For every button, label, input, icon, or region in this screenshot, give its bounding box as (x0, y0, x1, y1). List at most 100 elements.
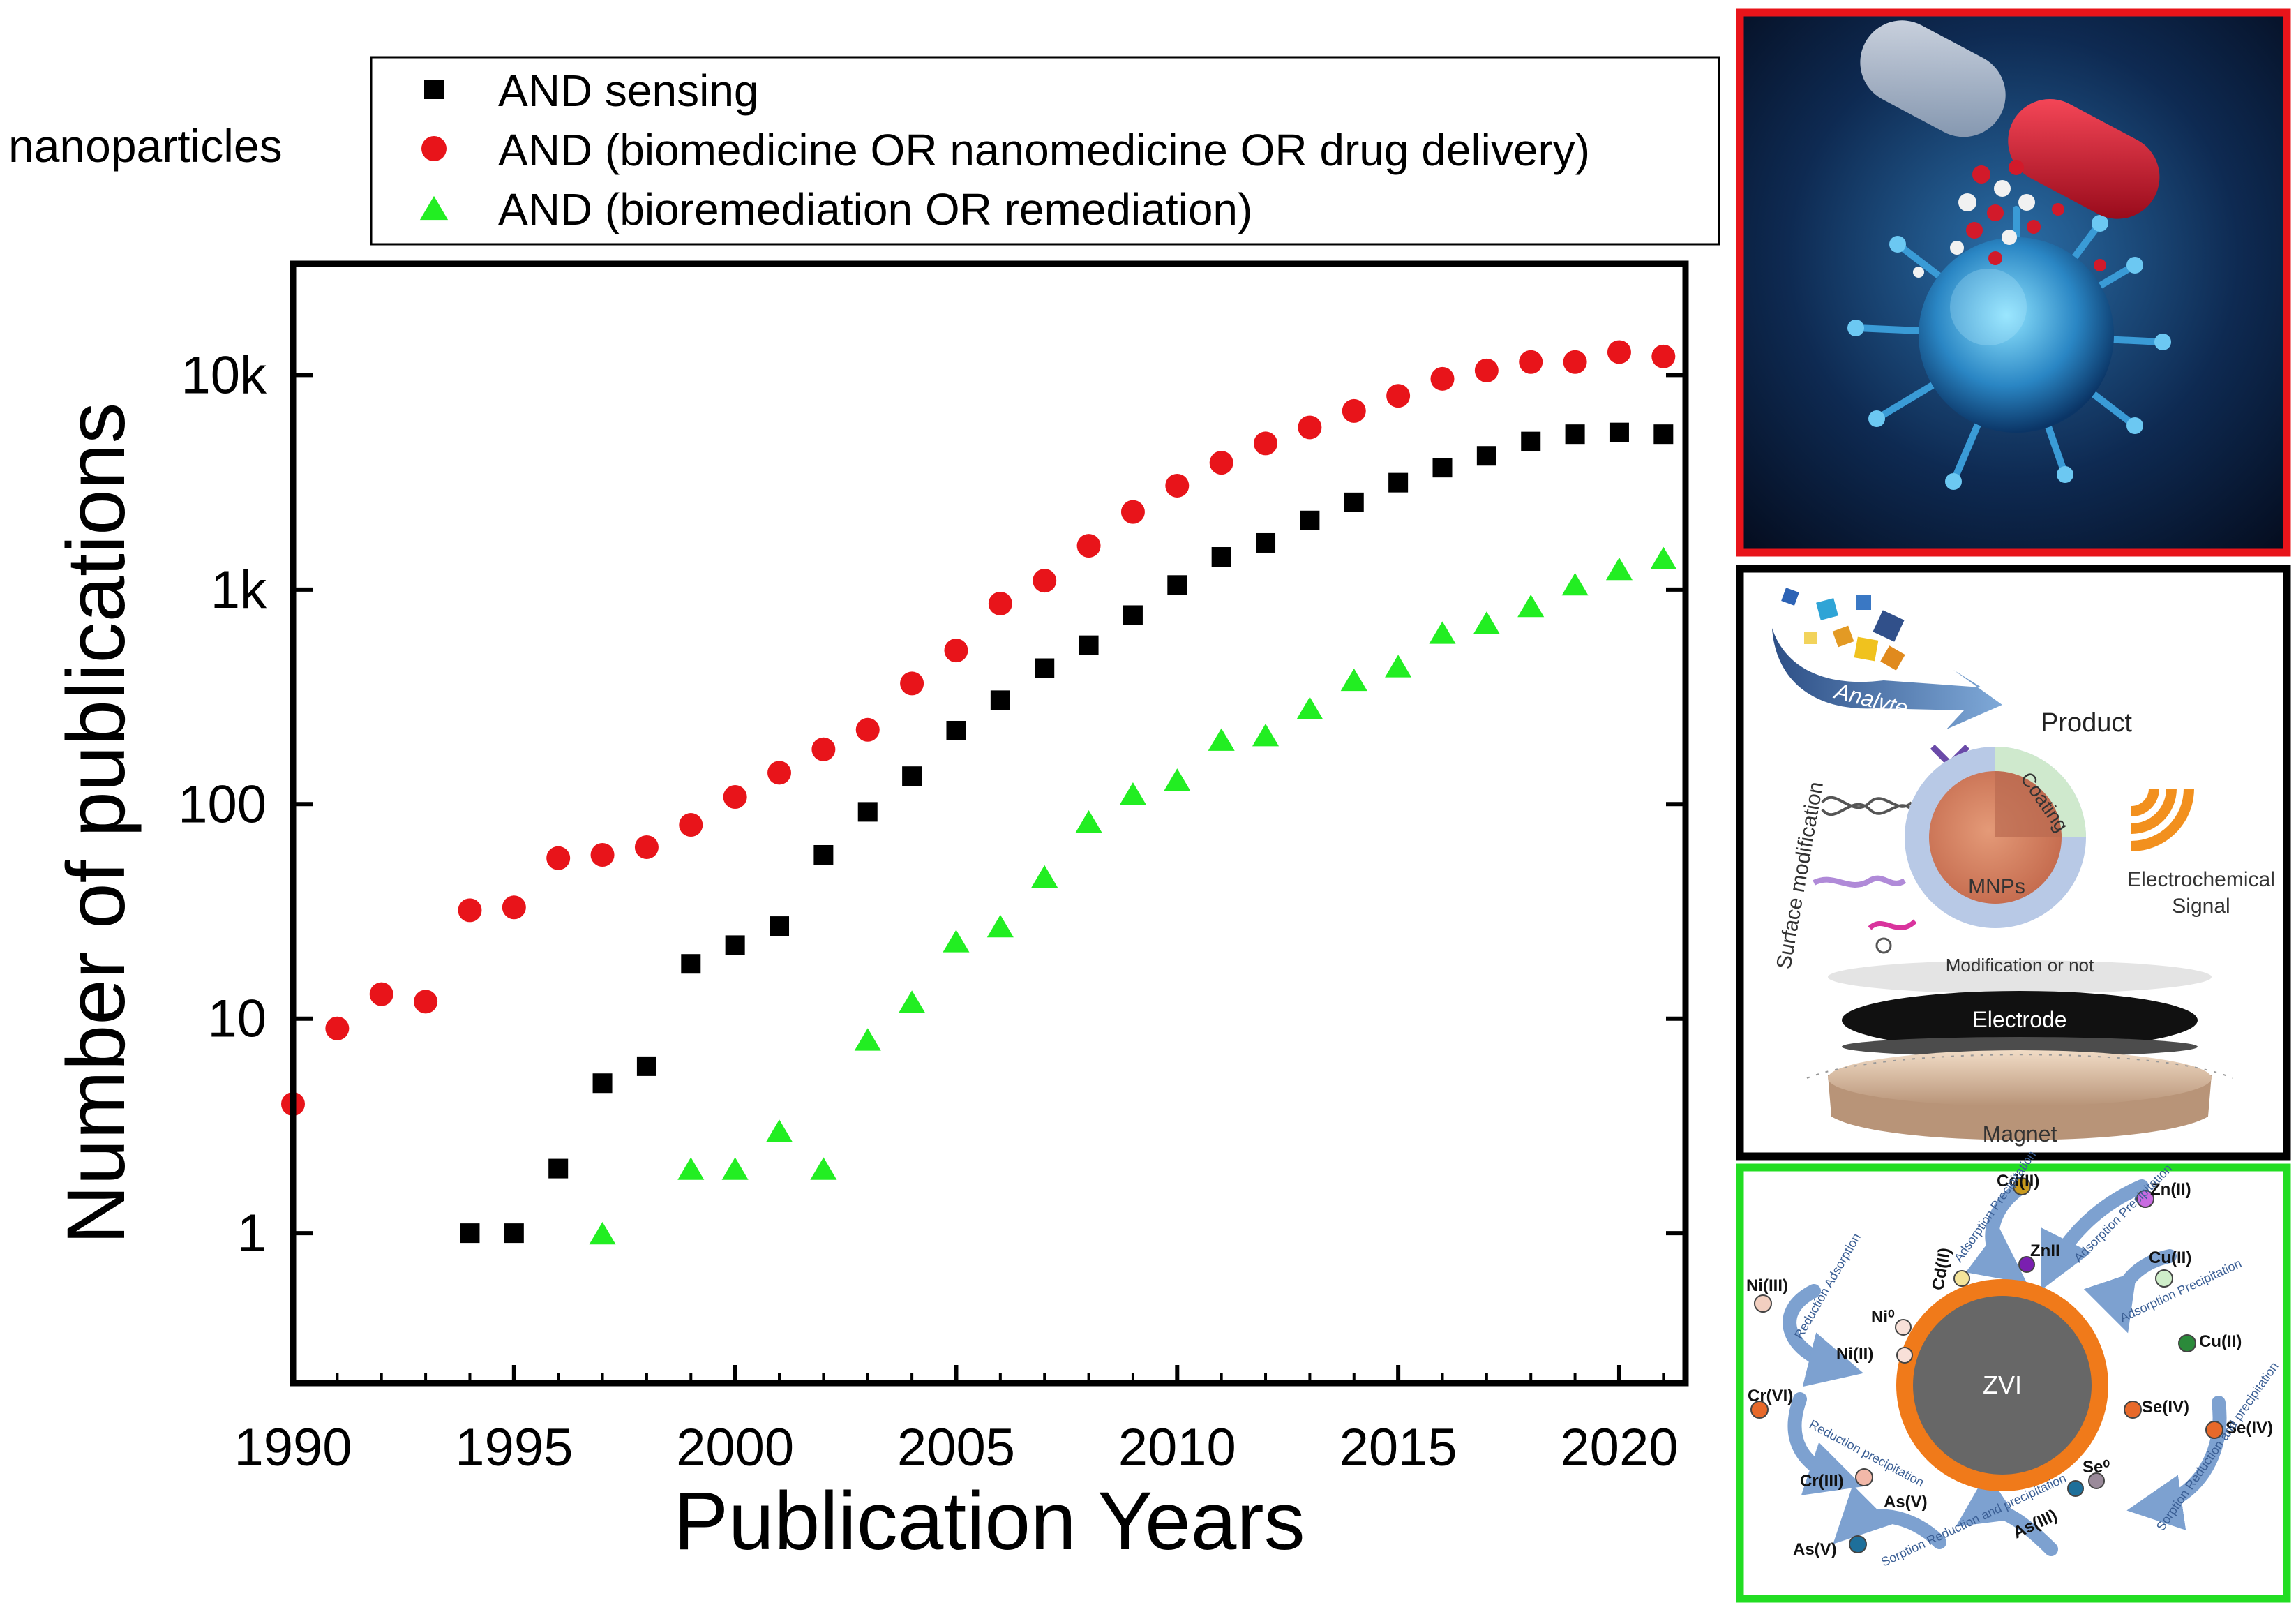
data-point (590, 842, 615, 867)
data-point (1565, 424, 1585, 445)
legend: nanoparticles AND sensing AND (biomedicin… (8, 56, 1720, 246)
data-point (1076, 534, 1101, 558)
ion-label-3: ZnII (2030, 1241, 2060, 1260)
ion-label-4: Cu(II) (2149, 1248, 2191, 1267)
data-point (504, 1223, 524, 1244)
x-tick-label: 2020 (1560, 1418, 1678, 1477)
data-point (1521, 431, 1541, 451)
data-point (946, 720, 966, 740)
y-tick-label: 1 (237, 1204, 267, 1263)
data-point (1386, 384, 1411, 408)
data-point (1563, 350, 1587, 374)
data-point (1254, 431, 1278, 456)
legend-entries: AND sensing AND (biomedicine OR nanomedic… (419, 66, 1590, 234)
data-point (1517, 594, 1545, 618)
modification-layer (1828, 960, 2212, 994)
series-square (460, 422, 1674, 1244)
data-point (1209, 451, 1233, 475)
mnp-particle-icon: Coating MNPs (1905, 747, 2086, 928)
series-circle (281, 340, 1676, 1117)
data-point (1300, 510, 1320, 530)
x-tick-label: 2015 (1340, 1418, 1457, 1477)
data-point (810, 1157, 837, 1180)
ion-label-16: As(V) (1884, 1493, 1928, 1512)
x-tick-label: 2000 (676, 1418, 794, 1477)
data-point (899, 990, 926, 1013)
legend-label: AND (bioremediation OR remediation) (498, 184, 1252, 234)
ion-label-12: Se(IV) (2142, 1398, 2189, 1417)
drug-delivery-panel (1736, 8, 2291, 557)
ion-label-7: Ni⁰ (1871, 1308, 1895, 1327)
data-point (1651, 344, 1676, 368)
data-point (1474, 358, 1499, 382)
data-point (369, 982, 393, 1006)
data-point (770, 916, 790, 936)
data-point (546, 846, 571, 870)
plot-frame (290, 260, 1689, 1387)
data-markers (281, 340, 1677, 1245)
data-point (589, 1221, 616, 1245)
protein-icon (1813, 875, 1917, 954)
data-point (1256, 532, 1276, 553)
data-point (1164, 768, 1191, 791)
data-point (458, 898, 482, 923)
data-point (677, 1157, 705, 1180)
data-point (725, 935, 745, 955)
data-point (681, 954, 701, 974)
data-point (548, 1158, 569, 1179)
data-point (1650, 546, 1677, 570)
data-point (1211, 547, 1231, 567)
data-point (811, 737, 836, 761)
data-point (855, 717, 880, 742)
ion-label-5: Cu(II) (2199, 1332, 2242, 1351)
axis-ticks: 1990 1995 2000 2005 2010 2015 2020 1 10 100 1k 10k (178, 345, 1686, 1477)
data-point (1079, 635, 1099, 655)
data-point (1123, 605, 1143, 625)
data-point (636, 1056, 656, 1076)
data-point (1561, 572, 1589, 596)
data-point (1344, 492, 1364, 512)
ion-label-11: Cr(III) (1800, 1472, 1844, 1491)
x-tick-label: 1995 (455, 1418, 573, 1477)
ion-label-1: Cd(II) (1997, 1172, 2039, 1191)
data-point (1473, 611, 1500, 634)
data-point (986, 914, 1014, 938)
y-tick-label: 100 (178, 775, 267, 834)
data-point (1605, 557, 1633, 581)
data-point (325, 1016, 350, 1040)
data-point (1120, 500, 1145, 524)
zvi-core (1913, 1296, 2092, 1475)
series-triangle (589, 546, 1677, 1245)
data-point (1476, 446, 1496, 466)
ion-label-14: Se⁰ (2083, 1458, 2110, 1477)
chart: 1990 1995 2000 2005 2010 2015 20201101001k10k … (50, 260, 1689, 1567)
zvi-label: ZVI (1983, 1371, 2022, 1399)
magnet-label: Magnet (1983, 1121, 2057, 1147)
dna-icon (1821, 796, 1913, 816)
data-point (414, 990, 438, 1014)
data-point (1429, 621, 1456, 644)
ion-label-10: Cr(VI) (1748, 1387, 1793, 1405)
y-tick-label: 10k (181, 345, 267, 405)
data-point (1519, 350, 1543, 374)
x-tick-label: 2005 (897, 1418, 1015, 1477)
x-tick-label: 1990 (234, 1418, 352, 1477)
data-point (1340, 668, 1367, 692)
signal-label-line2: Signal (2172, 895, 2230, 918)
data-point (1388, 472, 1409, 493)
product-label: Product (2041, 708, 2132, 738)
legend-prefix: nanoparticles (8, 120, 283, 172)
data-point (1119, 782, 1146, 805)
data-point (765, 1119, 793, 1142)
y-tick-label: 1k (211, 560, 267, 620)
remediation-panel: ZVI Cd(II) Zn(II) ZnII Cu(II) Cu( (1736, 1148, 2291, 1603)
data-point (1165, 473, 1190, 498)
signal-icon (2131, 789, 2194, 851)
data-point (1298, 415, 1322, 440)
analyte-arrow-icon (1772, 628, 2002, 729)
data-point (1653, 424, 1674, 445)
data-point (1385, 655, 1412, 678)
x-tick-label: 2010 (1118, 1418, 1236, 1477)
data-point (857, 802, 878, 822)
